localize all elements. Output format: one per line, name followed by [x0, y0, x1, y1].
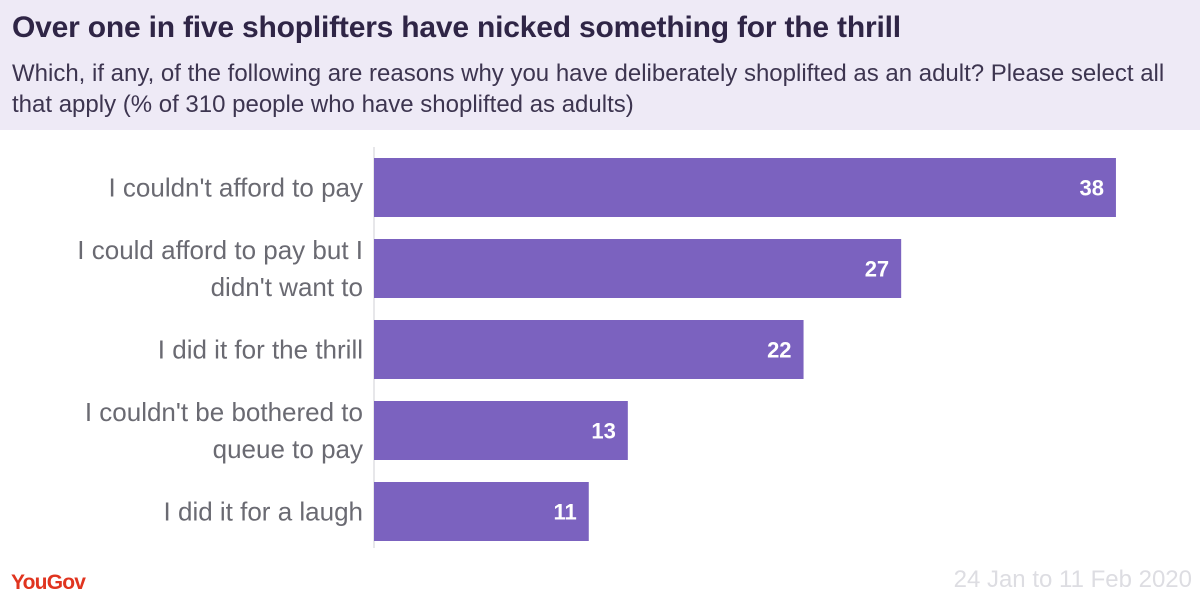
category-label-line: I did it for the thrill: [158, 335, 363, 365]
bar-value-label-3: 13: [591, 419, 615, 444]
category-label-3: I couldn't be bothered to queue to pay: [85, 397, 363, 464]
category-label-1: I could afford to pay but I didn't want t…: [77, 235, 363, 302]
category-label-2: I did it for the thrill: [158, 335, 363, 365]
chart-title: Over one in five shoplifters have nicked…: [12, 11, 901, 44]
bar-chart: 38 I couldn't afford to pay 27 I could affo…: [77, 147, 1116, 548]
chart-header: Over one in five shoplifters have nicked…: [0, 0, 1200, 130]
category-label-4: I did it for a laugh: [164, 497, 363, 527]
bar-0: [374, 158, 1116, 217]
bar-1: [374, 239, 902, 298]
category-label-line: I did it for a laugh: [164, 497, 363, 527]
bar-value-label-1: 27: [865, 257, 889, 282]
category-label-line: queue to pay: [213, 434, 363, 464]
category-label-line: I couldn't be bothered to: [85, 397, 363, 427]
bar-3: [374, 401, 628, 460]
bar-value-label-0: 38: [1079, 176, 1103, 201]
category-label-line: I couldn't afford to pay: [108, 173, 363, 203]
bar-2: [374, 320, 804, 379]
category-label-0: I couldn't afford to pay: [108, 173, 363, 203]
bar-value-label-4: 11: [554, 500, 577, 525]
category-label-line: I could afford to pay but I: [77, 235, 363, 265]
date-range: 24 Jan to 11 Feb 2020: [953, 566, 1192, 593]
chart-subtitle: Which, if any, of the following are reas…: [12, 60, 1165, 118]
bar-value-label-2: 22: [767, 338, 791, 363]
bar-4: [374, 482, 589, 541]
yougov-logo: YouGov: [11, 571, 86, 594]
category-label-line: didn't want to: [211, 272, 363, 302]
